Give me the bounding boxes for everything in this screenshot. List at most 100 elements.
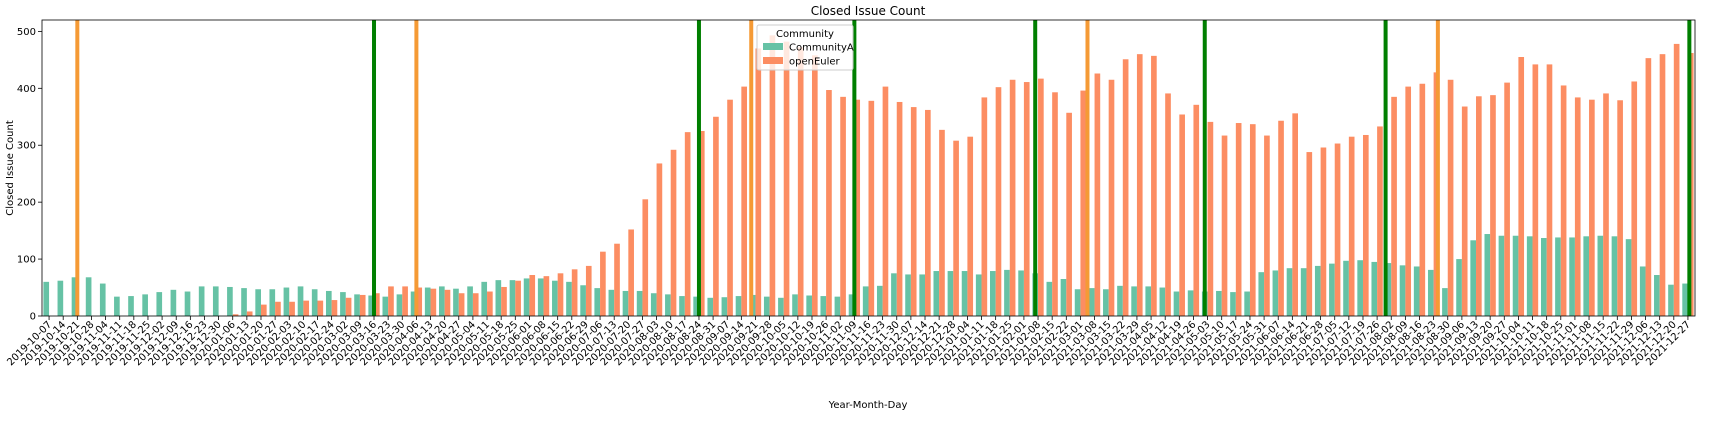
bar	[1314, 265, 1321, 316]
bar	[1617, 100, 1623, 316]
bar	[43, 281, 50, 316]
bar	[416, 287, 423, 316]
x-axis-label: Year-Month-Day	[828, 400, 908, 411]
bar	[1131, 286, 1137, 316]
bar	[1193, 104, 1200, 316]
bar	[571, 269, 578, 316]
bar	[1682, 283, 1688, 316]
bar	[727, 99, 733, 316]
bar	[580, 285, 586, 316]
bar	[170, 289, 177, 316]
bar	[543, 276, 550, 316]
bar	[275, 301, 281, 316]
bar	[947, 271, 954, 316]
y-axis-label: Closed Issue Count	[5, 120, 16, 216]
bar	[1490, 95, 1496, 316]
bar	[876, 285, 883, 316]
y-tick-label: 400	[17, 84, 36, 95]
bar	[656, 163, 663, 316]
bar	[1668, 284, 1674, 316]
bar	[933, 271, 940, 316]
bar	[713, 116, 719, 317]
bar	[1221, 135, 1228, 316]
bar	[642, 199, 649, 316]
bar	[557, 273, 564, 316]
bar	[1512, 235, 1519, 316]
bar	[741, 86, 747, 316]
bar	[430, 288, 437, 316]
bar	[529, 275, 536, 316]
bar	[501, 286, 507, 316]
bar	[509, 280, 516, 316]
bar	[594, 288, 601, 316]
bar	[1173, 291, 1180, 316]
bar	[1292, 113, 1298, 316]
bar	[1066, 112, 1072, 317]
bar	[1023, 82, 1030, 317]
bar	[523, 278, 530, 316]
bar	[778, 297, 784, 316]
bar	[227, 286, 233, 316]
bar	[1348, 136, 1355, 316]
bar	[1583, 236, 1590, 316]
bar	[1470, 240, 1477, 316]
bar	[735, 296, 742, 316]
bar	[1187, 290, 1194, 316]
bar	[1300, 268, 1307, 316]
bar	[1362, 134, 1369, 316]
bar	[1504, 82, 1510, 316]
bar	[1399, 265, 1406, 316]
bar	[1207, 121, 1214, 317]
bar	[444, 289, 451, 316]
bar	[840, 96, 846, 316]
bar	[826, 90, 832, 316]
bar	[128, 296, 134, 316]
bar	[707, 297, 714, 316]
bar	[1631, 81, 1638, 316]
bar	[995, 87, 1002, 317]
bar	[1405, 86, 1412, 316]
bar	[232, 314, 239, 316]
bar	[1645, 58, 1652, 317]
bar	[198, 286, 205, 316]
bar	[608, 289, 615, 316]
bar	[990, 271, 996, 316]
bar	[1264, 135, 1270, 316]
bar	[628, 229, 634, 316]
bar	[1216, 290, 1222, 316]
bar	[1094, 73, 1101, 316]
bar	[1391, 96, 1397, 316]
bar	[1589, 99, 1595, 316]
bar	[1004, 269, 1010, 316]
bar	[537, 278, 544, 316]
bar	[1371, 261, 1378, 316]
bar	[269, 289, 276, 316]
bar	[1498, 235, 1505, 316]
bar	[585, 265, 592, 316]
bar	[566, 281, 572, 316]
bar	[345, 297, 352, 316]
bar	[679, 296, 685, 316]
bar	[255, 289, 261, 316]
bar	[953, 140, 959, 316]
bar	[317, 300, 324, 316]
bar	[1074, 289, 1081, 316]
bar	[1574, 97, 1581, 317]
bar	[99, 283, 106, 316]
bar	[325, 290, 332, 316]
bar	[142, 294, 148, 316]
bar	[114, 296, 120, 316]
bar	[439, 286, 445, 316]
bar	[1419, 83, 1426, 316]
bar	[905, 274, 911, 316]
bar	[862, 286, 869, 316]
bar	[283, 287, 290, 316]
legend-swatch	[763, 57, 783, 64]
bar	[241, 288, 247, 316]
legend-label: CommunityA	[789, 43, 854, 54]
bar	[614, 243, 620, 316]
bar	[396, 294, 403, 316]
bar	[721, 297, 728, 316]
bar	[1546, 64, 1553, 317]
